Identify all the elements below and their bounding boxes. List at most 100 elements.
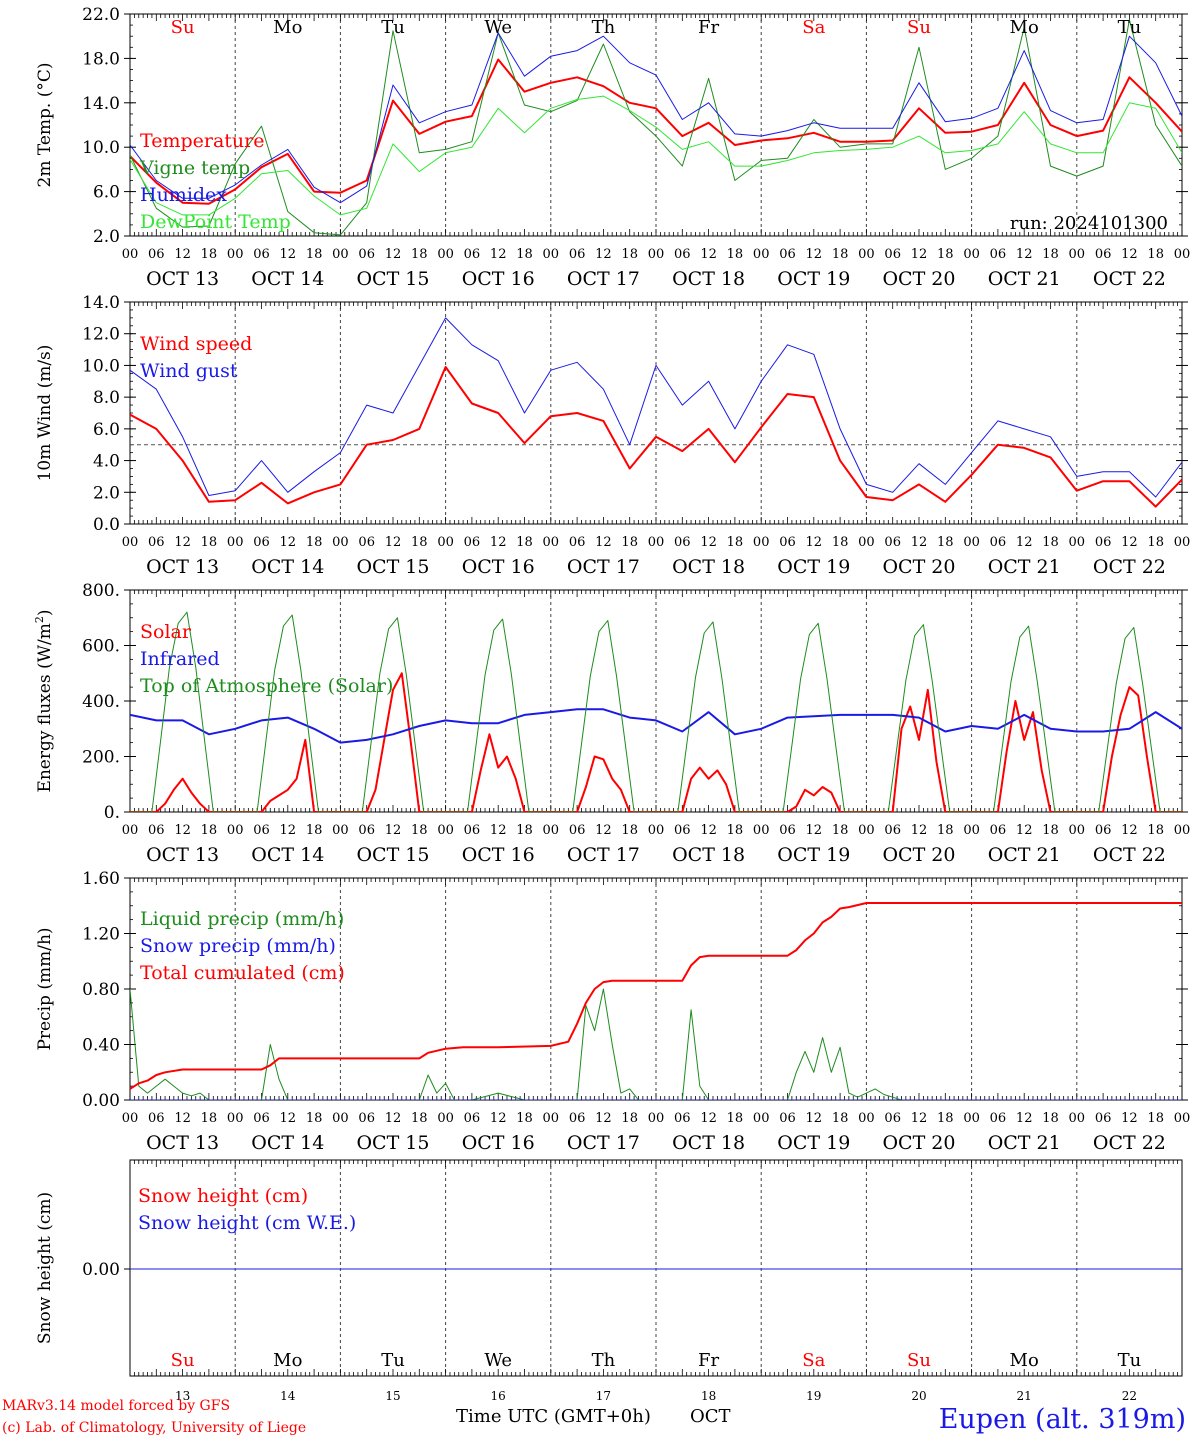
hour-tick-label: 06: [148, 535, 165, 550]
hour-tick-label: 00: [332, 1111, 349, 1126]
hour-tick-label: 12: [700, 1111, 717, 1126]
y-tick-label: 8.0: [93, 388, 120, 408]
date-label: OCT 15: [356, 844, 429, 866]
hour-tick-label: 18: [621, 247, 638, 262]
date-label: OCT 18: [672, 268, 745, 290]
legend-entry: Top of Atmosphere (Solar): [140, 675, 393, 697]
hour-tick-label: 00: [753, 1111, 770, 1126]
hour-tick-label: 00: [227, 247, 244, 262]
hour-tick-label: 12: [490, 823, 507, 838]
y-axis-title: Energy fluxes (W/m2): [33, 609, 55, 792]
panel-2: 0.0 2.0 4.0 6.0 8.0 10.0 12.0 14.0 10m Wind (m/s…: [35, 293, 1190, 578]
hour-tick-label: 18: [306, 247, 323, 262]
hour-tick-label: 12: [280, 1111, 297, 1126]
hour-tick-label: 18: [306, 535, 323, 550]
hour-tick-label: 06: [464, 535, 481, 550]
hour-tick-label: 12: [911, 823, 928, 838]
station-name: Eupen (alt. 319m): [938, 1404, 1186, 1435]
y-tick-label: 0.0: [93, 515, 120, 535]
date-label: OCT 13: [146, 1132, 219, 1154]
hour-tick-label: 18: [1147, 535, 1164, 550]
hour-tick-label: 12: [280, 247, 297, 262]
hour-tick-label: 12: [1121, 247, 1138, 262]
hour-tick-label: 18: [1042, 247, 1059, 262]
hour-tick-label: 18: [727, 535, 744, 550]
hour-tick-label: 18: [727, 247, 744, 262]
hour-tick-label: 12: [1121, 535, 1138, 550]
panel-4: 0.00 0.40 0.80 1.20 1.60 Precip (mm/h) Liquid …: [35, 869, 1190, 1154]
date-label: OCT 14: [251, 844, 324, 866]
hour-tick-label: 00: [543, 535, 560, 550]
series-line: [130, 19, 1182, 236]
day-number-label: 18: [701, 1389, 716, 1403]
date-label: OCT 17: [567, 556, 640, 578]
day-number-label: 21: [1017, 1389, 1032, 1403]
weekday-label: Th: [592, 1350, 616, 1371]
hour-tick-label: 06: [464, 1111, 481, 1126]
y-tick-label: 400.: [82, 692, 120, 712]
hour-tick-label: 06: [674, 823, 691, 838]
hour-tick-label: 12: [806, 247, 823, 262]
date-label: OCT 16: [462, 556, 535, 578]
legend-entry: Liquid precip (mm/h): [140, 908, 344, 930]
date-label: OCT 21: [988, 268, 1061, 290]
hour-tick-label: 06: [884, 535, 901, 550]
hour-tick-label: 18: [306, 1111, 323, 1126]
hour-tick-label: 06: [358, 247, 375, 262]
hour-tick-label: 00: [963, 1111, 980, 1126]
hour-tick-label: 00: [1174, 247, 1191, 262]
date-label: OCT 17: [567, 1132, 640, 1154]
hour-tick-label: 06: [1095, 823, 1112, 838]
hour-tick-label: 12: [385, 823, 402, 838]
legend-entry: Vigne temp: [139, 157, 250, 179]
hour-tick-label: 18: [201, 823, 218, 838]
hour-tick-label: 12: [490, 247, 507, 262]
hour-tick-label: 18: [516, 823, 533, 838]
y-tick-label: 6.0: [93, 420, 120, 440]
hour-tick-label: 12: [911, 535, 928, 550]
y-tick-label: 10.0: [82, 356, 120, 376]
hour-tick-label: 00: [227, 535, 244, 550]
date-label: OCT 14: [251, 268, 324, 290]
legend-entry: Wind speed: [140, 333, 252, 355]
y-axis-title: Snow height (cm): [35, 1192, 55, 1344]
date-label: OCT 20: [882, 556, 955, 578]
hour-tick-label: 06: [990, 247, 1007, 262]
legend-entry: Wind gust: [140, 360, 238, 382]
hour-tick-label: 00: [753, 823, 770, 838]
hour-tick-label: 12: [174, 823, 191, 838]
hour-tick-label: 12: [1121, 1111, 1138, 1126]
date-label: OCT 19: [777, 556, 850, 578]
y-tick-label: 4.0: [93, 452, 120, 472]
run-label: run: 2024101300: [1010, 213, 1168, 234]
hour-tick-label: 18: [621, 823, 638, 838]
day-number-label: 16: [491, 1389, 506, 1403]
date-label: OCT 21: [988, 556, 1061, 578]
date-label: OCT 19: [777, 1132, 850, 1154]
hour-tick-label: 06: [990, 1111, 1007, 1126]
hour-tick-label: 06: [358, 535, 375, 550]
weekday-label: Su: [907, 17, 931, 38]
hour-tick-label: 00: [1069, 247, 1086, 262]
y-axis-title: 10m Wind (m/s): [35, 345, 55, 482]
hour-tick-label: 00: [227, 823, 244, 838]
hour-tick-label: 12: [1121, 823, 1138, 838]
hour-tick-label: 00: [1069, 535, 1086, 550]
y-tick-label: 6.0: [93, 183, 120, 203]
hour-tick-label: 12: [806, 823, 823, 838]
hour-tick-label: 12: [595, 1111, 612, 1126]
hour-tick-label: 00: [753, 247, 770, 262]
hour-tick-label: 12: [806, 1111, 823, 1126]
hour-tick-label: 06: [253, 823, 270, 838]
hour-tick-label: 12: [174, 535, 191, 550]
y-tick-label: 14.0: [82, 94, 120, 114]
y-tick-label: 12.0: [82, 325, 120, 345]
series-line: [130, 366, 1182, 508]
series-line: [130, 317, 1182, 498]
day-number-label: 20: [911, 1389, 926, 1403]
hour-tick-label: 00: [963, 247, 980, 262]
hour-tick-label: 06: [674, 535, 691, 550]
hour-tick-label: 18: [306, 823, 323, 838]
date-label: OCT 18: [672, 1132, 745, 1154]
hour-tick-label: 18: [201, 1111, 218, 1126]
